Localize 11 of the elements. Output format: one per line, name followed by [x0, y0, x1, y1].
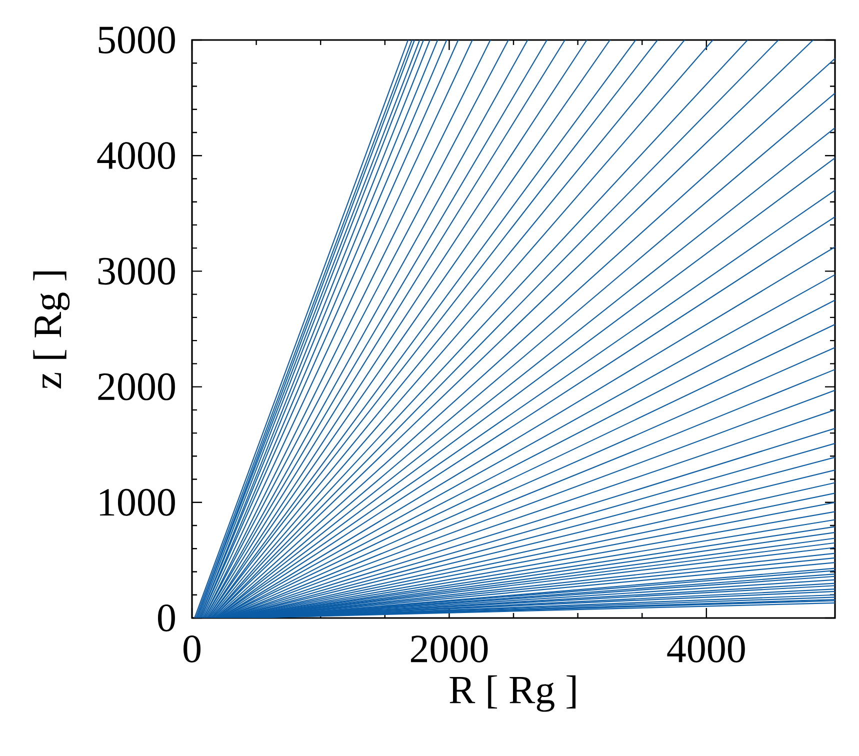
- y-tick-label: 1000: [100, 488, 175, 516]
- y-tick-label: 2000: [98, 373, 175, 400]
- y-tick-label: 3000: [98, 258, 175, 285]
- y-axis-title: z [ Rg ]: [33, 271, 70, 388]
- x-tick-label: 0: [184, 636, 200, 663]
- y-tick-label: 0: [158, 604, 175, 632]
- y-tick-label: 4000: [97, 142, 175, 170]
- x-tick-label: 2000: [410, 636, 488, 663]
- x-axis-title: R [ Rg ]: [450, 675, 576, 712]
- y-tick-label: 5000: [98, 26, 175, 54]
- x-tick-label: 4000: [667, 636, 745, 663]
